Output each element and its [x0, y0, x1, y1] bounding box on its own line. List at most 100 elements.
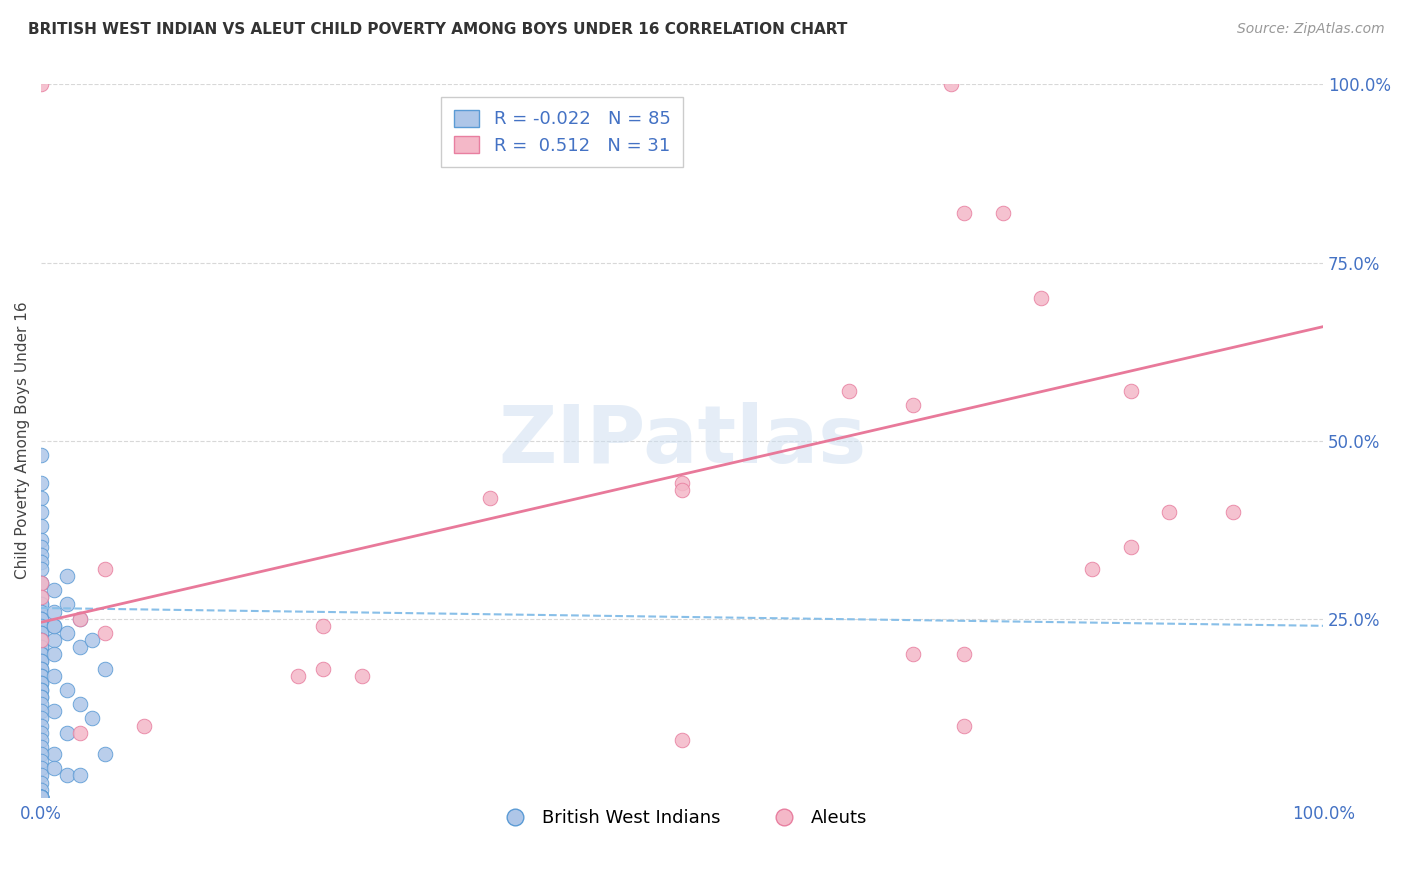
Point — [1222, 505, 1244, 519]
Point — [82, 633, 104, 648]
Point — [30, 747, 52, 761]
Point — [1081, 562, 1104, 576]
Text: Source: ZipAtlas.com: Source: ZipAtlas.com — [1237, 22, 1385, 37]
Point — [30, 633, 52, 648]
Point — [1029, 291, 1052, 305]
Point — [30, 732, 52, 747]
Point — [94, 747, 117, 761]
Point — [94, 562, 117, 576]
Point — [901, 398, 924, 412]
Y-axis label: Child Poverty Among Boys Under 16: Child Poverty Among Boys Under 16 — [15, 301, 30, 580]
Point — [30, 789, 52, 804]
Point — [30, 605, 52, 619]
Point — [30, 789, 52, 804]
Point — [30, 591, 52, 605]
Point — [30, 633, 52, 648]
Point — [30, 754, 52, 768]
Point — [42, 583, 65, 598]
Point — [30, 789, 52, 804]
Point — [478, 491, 501, 505]
Text: BRITISH WEST INDIAN VS ALEUT CHILD POVERTY AMONG BOYS UNDER 16 CORRELATION CHART: BRITISH WEST INDIAN VS ALEUT CHILD POVER… — [28, 22, 848, 37]
Point — [55, 626, 77, 640]
Point — [55, 725, 77, 739]
Point — [1119, 541, 1142, 555]
Point — [30, 662, 52, 676]
Point — [69, 640, 91, 655]
Point — [30, 655, 52, 669]
Point — [30, 548, 52, 562]
Point — [953, 648, 976, 662]
Point — [30, 789, 52, 804]
Point — [30, 662, 52, 676]
Point — [30, 789, 52, 804]
Point — [30, 682, 52, 697]
Point — [350, 668, 373, 682]
Point — [30, 697, 52, 711]
Point — [30, 505, 52, 519]
Point — [30, 640, 52, 655]
Point — [30, 633, 52, 648]
Point — [30, 775, 52, 789]
Point — [30, 612, 52, 626]
Point — [55, 598, 77, 612]
Point — [30, 789, 52, 804]
Point — [55, 569, 77, 583]
Point — [30, 533, 52, 548]
Point — [30, 690, 52, 704]
Point — [30, 789, 52, 804]
Point — [42, 619, 65, 633]
Point — [30, 668, 52, 682]
Point — [69, 612, 91, 626]
Point — [42, 605, 65, 619]
Point — [30, 648, 52, 662]
Point — [30, 78, 52, 92]
Point — [30, 640, 52, 655]
Point — [30, 690, 52, 704]
Point — [30, 598, 52, 612]
Point — [30, 711, 52, 725]
Point — [953, 718, 976, 732]
Point — [30, 612, 52, 626]
Text: ZIPatlas: ZIPatlas — [498, 401, 866, 480]
Point — [30, 555, 52, 569]
Point — [287, 668, 309, 682]
Point — [30, 562, 52, 576]
Point — [1159, 505, 1181, 519]
Point — [991, 205, 1014, 219]
Point — [30, 668, 52, 682]
Point — [30, 655, 52, 669]
Point — [30, 739, 52, 754]
Point — [30, 761, 52, 775]
Point — [69, 768, 91, 782]
Point — [1119, 384, 1142, 398]
Point — [30, 576, 52, 591]
Point — [30, 591, 52, 605]
Point — [30, 576, 52, 591]
Point — [941, 78, 963, 92]
Point — [30, 789, 52, 804]
Point — [30, 576, 52, 591]
Point — [30, 718, 52, 732]
Point — [30, 491, 52, 505]
Point — [69, 697, 91, 711]
Legend: British West Indians, Aleuts: British West Indians, Aleuts — [489, 802, 875, 834]
Point — [312, 662, 335, 676]
Point — [30, 598, 52, 612]
Point — [30, 626, 52, 640]
Point — [42, 747, 65, 761]
Point — [69, 725, 91, 739]
Point — [30, 675, 52, 690]
Point — [671, 483, 693, 498]
Point — [30, 448, 52, 462]
Point — [30, 725, 52, 739]
Point — [30, 789, 52, 804]
Point — [30, 476, 52, 491]
Point — [30, 541, 52, 555]
Point — [132, 718, 155, 732]
Point — [94, 662, 117, 676]
Point — [30, 704, 52, 718]
Point — [953, 205, 976, 219]
Point — [55, 682, 77, 697]
Point — [30, 675, 52, 690]
Point — [30, 626, 52, 640]
